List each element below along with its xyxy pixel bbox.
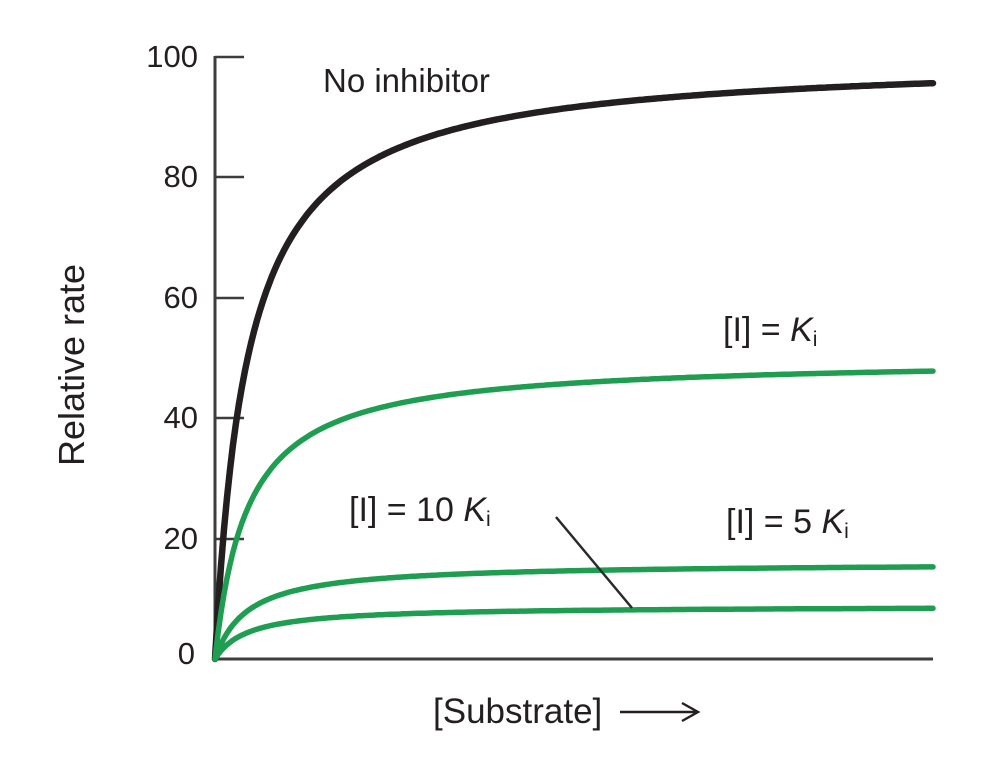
curves-layer — [211, 79, 937, 663]
label-no-inhibitor: No inhibitor — [323, 62, 490, 99]
label-5ki-symbol: K — [821, 503, 845, 541]
label-5ki-subscript: i — [844, 519, 849, 543]
y-tick-label-20: 20 — [163, 521, 198, 556]
x-axis-title: [Substrate] — [433, 692, 708, 732]
y-tick-label-60: 60 — [163, 280, 198, 315]
y-tick-label-80: 80 — [163, 159, 198, 194]
label-inhibitor-equals-10ki: [I] = 10 Ki — [349, 491, 491, 531]
curve-no-inhibitor — [211, 79, 937, 663]
curve-ki — [212, 368, 936, 662]
y-tick-label-40: 40 — [163, 400, 198, 435]
label-ki-prefix: [I] = — [723, 311, 791, 349]
y-tick-label-100: 100 — [146, 39, 198, 74]
label-10ki-symbol: K — [463, 491, 487, 529]
curve-5ki — [212, 564, 936, 662]
x-axis-title-text: [Substrate] — [433, 692, 603, 731]
label-ki-symbol: K — [790, 311, 813, 349]
long-right-arrow-icon — [620, 701, 701, 723]
label-5ki-prefix: [I] = 5 — [726, 503, 822, 541]
curve-10ki — [212, 605, 936, 662]
axes-layer — [213, 55, 933, 661]
annotation-pointer-line — [555, 516, 633, 609]
y-axis-title: Relative rate — [51, 263, 92, 467]
label-10ki-subscript: i — [486, 507, 491, 531]
y-tick-label-0: 0 — [177, 636, 195, 671]
label-10ki-prefix: [I] = 10 — [349, 491, 464, 529]
label-ki-subscript: i — [812, 327, 818, 351]
label-inhibitor-equals-5ki: [I] = 5 Ki — [726, 503, 849, 543]
label-inhibitor-equals-ki: [I] = Ki — [723, 311, 818, 351]
